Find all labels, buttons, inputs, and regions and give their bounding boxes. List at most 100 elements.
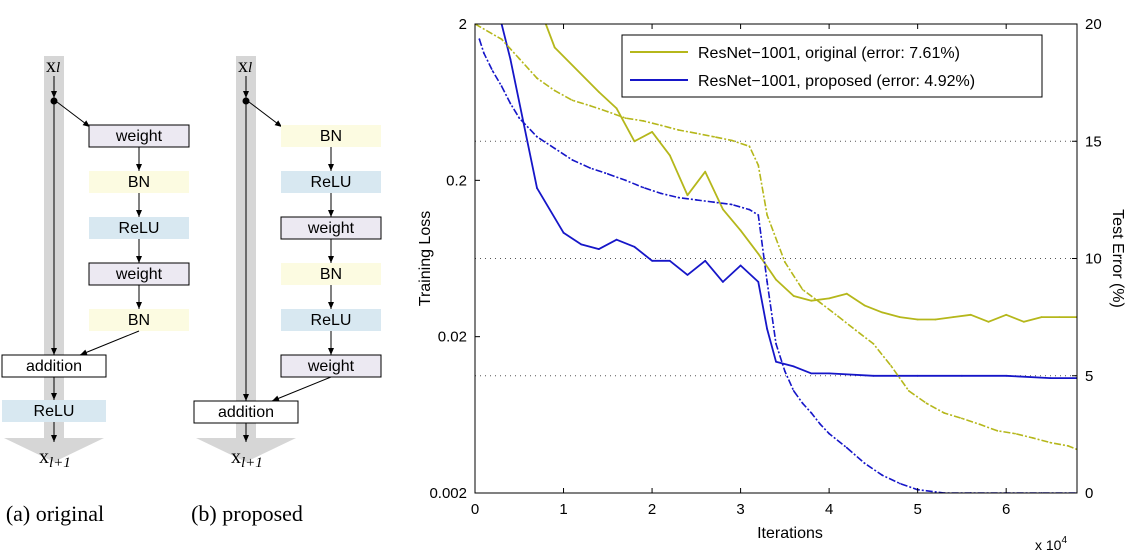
relu-block-label: ReLU [311, 312, 352, 329]
data-point-proposed-test_error [668, 259, 671, 262]
x-tick-label: 5 [913, 501, 921, 518]
input-label-base: x [238, 55, 248, 77]
data-point-original-training_loss [784, 261, 786, 263]
data-point-original-test_error [792, 295, 795, 297]
data-point-original-training_loss [961, 417, 963, 420]
arrowhead [328, 348, 334, 355]
y-left-axis-label: Training Loss [417, 211, 434, 306]
y-right-tick-label: 20 [1085, 16, 1102, 33]
bn-block-label: BN [128, 312, 150, 329]
data-point-proposed-test_error [1049, 377, 1052, 379]
data-point-proposed-training_loss [571, 159, 574, 161]
arrowhead [136, 164, 142, 171]
data-point-original-test_error [651, 131, 653, 133]
data-point-proposed-training_loss [589, 167, 591, 169]
legend-label: ResNet−1001, original (error: 7.61%) [698, 45, 960, 62]
data-point-original-test_error [969, 313, 972, 316]
data-point-original-test_error [704, 170, 707, 173]
data-point-proposed-test_error [775, 360, 777, 363]
data-point-proposed-training_loss [845, 446, 848, 449]
data-point-original-training_loss [730, 139, 733, 142]
data-point-proposed-test_error [536, 187, 538, 190]
x-axis-multiplier-exp: 4 [1061, 535, 1067, 546]
weight-block-label: weight [115, 266, 163, 283]
diagram-proposed: xlxl+1BNReLUweightBNReLUweightaddition(b… [191, 55, 382, 526]
data-point-proposed-test_error [766, 328, 768, 330]
data-point-original-test_error [1058, 316, 1061, 318]
output-label-base: x [39, 446, 49, 468]
data-point-original-training_loss [553, 89, 556, 92]
bn-block-label: BN [128, 174, 150, 191]
data-point-proposed-test_error [828, 372, 830, 375]
weight-block-label: weight [307, 358, 355, 375]
data-point-original-test_error [1005, 313, 1008, 316]
y-right-tick-label: 15 [1085, 133, 1102, 150]
data-point-proposed-test_error [961, 374, 963, 377]
arrowhead [328, 210, 334, 217]
data-point-original-test_error [916, 318, 919, 321]
data-point-original-training_loss [872, 342, 875, 345]
data-point-proposed-training_loss [642, 186, 645, 189]
data-point-original-training_loss [1049, 441, 1052, 444]
output-label: xl+1 [39, 446, 71, 471]
relu-block-label: ReLU [311, 174, 352, 191]
branch-node [50, 97, 58, 105]
data-point-original-test_error [845, 292, 848, 295]
data-point-proposed-training_loss [536, 135, 538, 138]
x-tick-label: 4 [825, 501, 833, 518]
arrowhead [243, 91, 249, 98]
data-point-proposed-training_loss [478, 38, 481, 41]
data-point-original-training_loss [943, 412, 946, 414]
x-tick-label: 0 [471, 501, 479, 518]
bn-block [89, 171, 189, 193]
x-axis-multiplier-base: x 10 [1035, 537, 1062, 553]
addition-block-label: addition [26, 358, 82, 375]
data-point-proposed-test_error [633, 245, 636, 248]
data-point-original-training_loss [571, 99, 574, 102]
data-point-proposed-training_loss [863, 462, 866, 465]
arrowhead [82, 120, 90, 127]
input-label: xl [238, 55, 252, 77]
relu-block [2, 400, 106, 422]
y-left-tick-label: 0.2 [446, 172, 467, 189]
data-point-proposed-training_loss [810, 412, 813, 414]
input-label-sub: l [248, 60, 252, 76]
arrowhead [243, 435, 249, 442]
data-point-original-test_error [987, 320, 990, 323]
x-tick-label: 1 [559, 501, 567, 518]
legend-box [621, 34, 1043, 98]
data-point-original-test_error [722, 208, 724, 211]
series-line-proposed-training_loss [478, 38, 1077, 493]
data-point-original-training_loss [624, 117, 627, 119]
arrowhead [136, 210, 142, 217]
output-label: xl+1 [231, 446, 263, 471]
data-point-proposed-training_loss [899, 482, 901, 485]
data-point-original-test_error [757, 252, 760, 255]
data-point-original-training_loss [500, 38, 503, 41]
arrowhead [274, 120, 282, 127]
x-tick-label: 6 [1002, 501, 1010, 518]
data-point-proposed-test_error [704, 259, 707, 262]
diagram-caption: (b) proposed [191, 501, 303, 526]
y-right-tick-label: 10 [1085, 251, 1102, 268]
arrowhead [243, 394, 249, 401]
data-point-proposed-test_error [792, 365, 795, 368]
data-point-proposed-test_error [509, 58, 512, 61]
data-point-original-training_loss [907, 390, 910, 392]
bn-block [281, 125, 381, 147]
data-point-original-training_loss [713, 135, 715, 138]
data-point-proposed-training_loss [713, 201, 715, 204]
data-point-original-test_error [615, 107, 618, 110]
arrowhead [51, 435, 57, 442]
data-point-proposed-training_loss [819, 423, 822, 426]
data-point-proposed-test_error [686, 274, 689, 276]
x-axis-label: Iterations [757, 525, 823, 542]
training-chart: 0 1 2 3 4 5 60.0020.020.2205101520Iterationsx … [417, 16, 1126, 553]
bn-block-label: BN [320, 266, 342, 283]
data-point-proposed-test_error [722, 281, 724, 283]
data-point-proposed-test_error [916, 374, 919, 377]
addition-block-label: addition [218, 404, 274, 421]
relu-block [281, 309, 381, 331]
arrowhead [136, 256, 142, 263]
